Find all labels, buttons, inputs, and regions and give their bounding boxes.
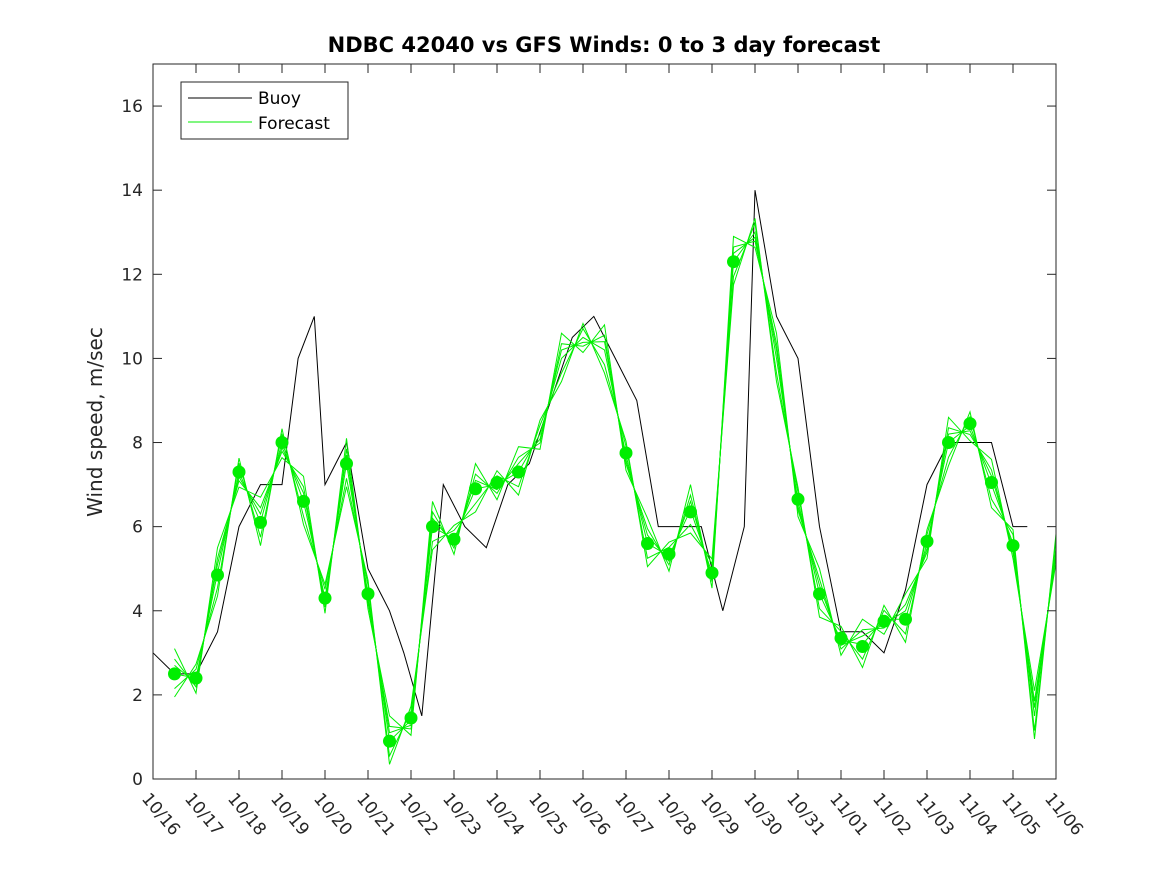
forecast-point bbox=[297, 494, 310, 508]
y-tick-label: 2 bbox=[132, 686, 143, 706]
y-tick-label: 8 bbox=[132, 434, 143, 454]
forecast-point bbox=[791, 492, 805, 506]
x-tick-label: 11/04 bbox=[954, 789, 1001, 839]
y-axis: 0 2 4 6 8 10 12 14 16 bbox=[121, 97, 1056, 790]
x-tick-label: 11/02 bbox=[868, 789, 915, 839]
x-tick-label: 10/28 bbox=[653, 789, 700, 839]
forecast-point bbox=[985, 476, 998, 489]
forecast-point bbox=[340, 457, 353, 471]
x-tick-label: 10/18 bbox=[223, 789, 270, 839]
x-tick-label: 10/24 bbox=[481, 789, 528, 839]
x-tick-label: 11/03 bbox=[911, 789, 958, 839]
forecast-point bbox=[920, 534, 934, 548]
chart-title: NDBC 42040 vs GFS Winds: 0 to 3 day fore… bbox=[328, 33, 881, 57]
x-tick-label: 10/17 bbox=[180, 789, 227, 839]
forecast-point bbox=[275, 436, 289, 449]
forecast-point bbox=[942, 436, 955, 449]
y-tick-label: 6 bbox=[132, 518, 143, 538]
forecast-point bbox=[619, 446, 633, 460]
forecast-line bbox=[174, 235, 1057, 737]
x-tick-label: 10/23 bbox=[438, 789, 485, 839]
plot-frame bbox=[152, 63, 1057, 780]
y-tick-label: 4 bbox=[132, 602, 143, 622]
forecast-point bbox=[512, 465, 525, 479]
x-tick-label: 11/01 bbox=[825, 789, 872, 839]
x-tick-label: 10/31 bbox=[782, 789, 829, 839]
forecast-point bbox=[383, 734, 396, 748]
forecast-point bbox=[361, 587, 375, 601]
forecast-point bbox=[490, 476, 504, 489]
x-tick-label: 10/30 bbox=[739, 789, 786, 839]
x-tick-label: 10/29 bbox=[696, 789, 743, 839]
x-tick-label: 10/27 bbox=[610, 789, 657, 839]
buoy-line bbox=[152, 190, 1028, 717]
forecast-point bbox=[404, 711, 418, 725]
y-tick-label: 12 bbox=[121, 265, 143, 285]
forecast-point bbox=[834, 631, 848, 645]
forecast-line bbox=[174, 236, 1057, 734]
forecast-point bbox=[963, 417, 977, 431]
forecast-points-layer bbox=[168, 255, 1020, 748]
forecast-point bbox=[469, 482, 482, 496]
legend: Buoy Forecast bbox=[180, 81, 349, 140]
forecast-point bbox=[232, 465, 246, 479]
x-tick-label: 10/19 bbox=[266, 789, 313, 839]
y-tick-label: 14 bbox=[121, 181, 143, 201]
forecast-series-layer bbox=[174, 218, 1057, 765]
x-tick-label: 10/25 bbox=[524, 789, 571, 839]
forecast-point bbox=[899, 612, 912, 626]
forecast-point bbox=[662, 547, 676, 561]
x-tick-label: 10/22 bbox=[395, 789, 442, 839]
legend-box bbox=[180, 81, 349, 140]
forecast-point bbox=[189, 671, 203, 685]
x-tick-label: 11/06 bbox=[1040, 789, 1087, 839]
forecast-point bbox=[813, 587, 826, 601]
y-tick-label: 16 bbox=[121, 97, 143, 117]
x-tick-label: 10/21 bbox=[352, 789, 399, 839]
legend-forecast-label: Forecast bbox=[258, 114, 330, 134]
y-axis-label: Wind speed, m/sec bbox=[83, 327, 107, 517]
x-tick-label: 10/20 bbox=[309, 789, 356, 839]
buoy-series-layer bbox=[152, 190, 1028, 717]
forecast-point bbox=[168, 667, 181, 681]
y-tick-label: 0 bbox=[132, 770, 143, 790]
forecast-point bbox=[705, 566, 719, 580]
x-tick-label: 10/16 bbox=[137, 789, 184, 839]
legend-buoy-label: Buoy bbox=[258, 89, 301, 109]
plot-area bbox=[153, 64, 1056, 779]
forecast-point bbox=[426, 520, 439, 534]
x-tick-label: 11/05 bbox=[997, 789, 1044, 839]
forecast-point bbox=[684, 505, 697, 519]
forecast-point bbox=[727, 255, 740, 269]
forecast-point bbox=[1006, 539, 1020, 553]
forecast-point bbox=[641, 537, 654, 550]
forecast-point bbox=[318, 591, 332, 605]
forecast-point bbox=[254, 515, 267, 529]
y-tick-label: 10 bbox=[121, 349, 143, 369]
forecast-point bbox=[447, 532, 461, 546]
forecast-point bbox=[856, 640, 869, 653]
forecast-point bbox=[211, 568, 224, 582]
forecast-point bbox=[877, 614, 891, 628]
x-tick-label: 10/26 bbox=[567, 789, 614, 839]
